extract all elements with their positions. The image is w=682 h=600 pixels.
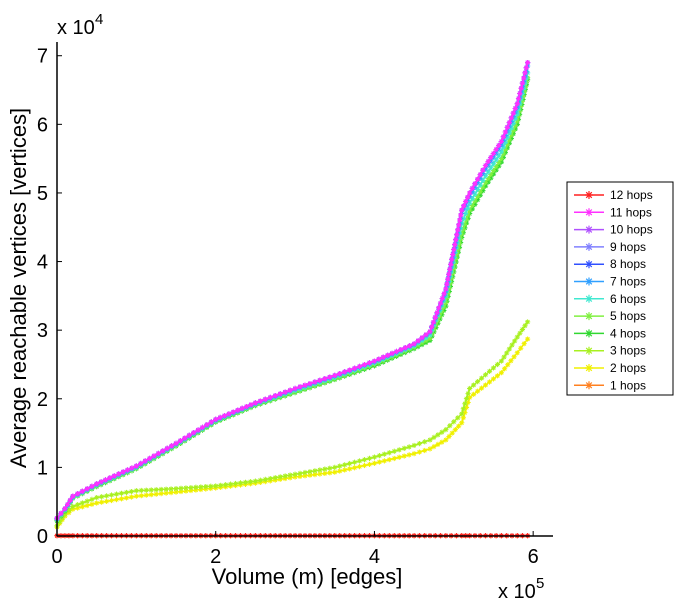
series-2-hops xyxy=(54,336,531,530)
x-multiplier: x 10 5 xyxy=(498,575,544,600)
legend-label: 6 hops xyxy=(610,292,646,306)
y-tick-label: 7 xyxy=(37,46,48,68)
legend-swatch-marker xyxy=(585,225,593,234)
legend-swatch-marker xyxy=(585,346,593,355)
series-markers xyxy=(54,70,531,523)
series-6-hops xyxy=(54,70,531,523)
series-7-hops xyxy=(54,63,531,522)
series-markers xyxy=(54,59,531,521)
x-multiplier-base: x 10 xyxy=(498,581,536,600)
series-line xyxy=(56,79,529,522)
y-tick-label: 6 xyxy=(37,114,48,136)
series-markers xyxy=(54,75,531,523)
legend-box xyxy=(566,181,674,396)
legend-swatch-marker xyxy=(585,208,593,217)
y-ticks: 0 1 2 3 4 5 6 7 xyxy=(37,46,62,548)
legend-label: 9 hops xyxy=(610,240,646,254)
legend: 12 hops 11 hops 10 hops 9 hops 8 hops 7 hops 6… xyxy=(566,181,674,396)
x-tick-label: 4 xyxy=(369,546,380,568)
legend-item-2-hops: 2 hops xyxy=(574,361,646,375)
legend-swatch-marker xyxy=(585,277,593,286)
x-axis-label: Volume (m) [edges] xyxy=(212,564,403,589)
series-markers xyxy=(54,336,531,530)
x-tick-label: 6 xyxy=(528,546,539,568)
legend-label: 1 hops xyxy=(610,378,646,392)
x-tick-label: 2 xyxy=(210,546,221,568)
legend-swatch-marker xyxy=(585,364,593,372)
y-tick-label: 3 xyxy=(37,320,48,342)
legend-label: 2 hops xyxy=(610,361,646,375)
series-11-hops xyxy=(54,59,531,521)
x-tick-label: 0 xyxy=(51,546,62,568)
y-multiplier-base: x 10 xyxy=(57,17,95,39)
series-line xyxy=(56,62,529,519)
legend-swatch-marker xyxy=(585,294,593,303)
series-line xyxy=(56,62,529,519)
y-multiplier: x 10 4 xyxy=(57,11,103,39)
legend-label: 12 hops xyxy=(610,188,653,202)
legend-label: 8 hops xyxy=(610,257,646,271)
y-multiplier-exponent: 4 xyxy=(95,11,103,28)
series-line xyxy=(56,321,529,527)
series-markers xyxy=(54,63,531,522)
legend-item-8-hops: 8 hops xyxy=(574,257,646,271)
legend-label: 4 hops xyxy=(610,326,646,340)
legend-item-7-hops: 7 hops xyxy=(574,275,646,289)
series-8-hops xyxy=(54,59,531,521)
legend-swatch-marker xyxy=(585,242,593,251)
x-ticks: 0 2 4 6 xyxy=(51,531,539,568)
y-tick-label: 4 xyxy=(37,252,48,274)
series-9-hops xyxy=(54,59,531,521)
legend-label: 3 hops xyxy=(610,344,646,358)
legend-item-4-hops: 4 hops xyxy=(574,326,646,340)
legend-item-5-hops: 5 hops xyxy=(574,309,646,323)
legend-item-10-hops: 10 hops xyxy=(574,223,653,237)
legend-swatch-marker xyxy=(585,381,593,390)
y-tick-label: 0 xyxy=(37,526,48,548)
legend-item-3-hops: 3 hops xyxy=(574,344,646,358)
y-tick-label: 2 xyxy=(37,389,48,411)
x-multiplier-exponent: 5 xyxy=(536,575,544,592)
legend-swatch-marker xyxy=(585,312,593,321)
series-line xyxy=(56,65,529,520)
y-tick-label: 1 xyxy=(37,457,48,479)
legend-swatch-marker xyxy=(585,329,593,338)
legend-swatch-marker xyxy=(585,260,593,269)
series-markers xyxy=(54,59,531,521)
legend-item-6-hops: 6 hops xyxy=(574,292,646,306)
legend-item-11-hops: 11 hops xyxy=(574,205,652,219)
legend-label: 7 hops xyxy=(610,275,646,289)
legend-item-1-hops: 1 hops xyxy=(574,378,646,392)
y-tick-label: 5 xyxy=(37,183,48,205)
axes xyxy=(56,42,553,537)
series-line xyxy=(56,62,529,519)
series-4-hops xyxy=(54,77,531,524)
series-markers xyxy=(54,59,531,521)
legend-item-9-hops: 9 hops xyxy=(574,240,646,254)
legend-label: 5 hops xyxy=(610,309,646,323)
series-markers xyxy=(54,59,531,521)
plot-area xyxy=(54,59,531,539)
series-line xyxy=(56,77,529,521)
series-line xyxy=(56,62,529,519)
legend-label: 11 hops xyxy=(610,205,652,219)
legend-swatch-marker xyxy=(585,191,593,199)
y-axis-label: Average reachable vertices [vertices] xyxy=(6,108,31,468)
legend-label: 10 hops xyxy=(610,223,653,237)
series-10-hops xyxy=(54,59,531,521)
series-markers xyxy=(54,77,531,524)
legend-item-12-hops: 12 hops xyxy=(574,188,653,202)
series-line xyxy=(56,72,529,521)
series-5-hops xyxy=(54,75,531,523)
